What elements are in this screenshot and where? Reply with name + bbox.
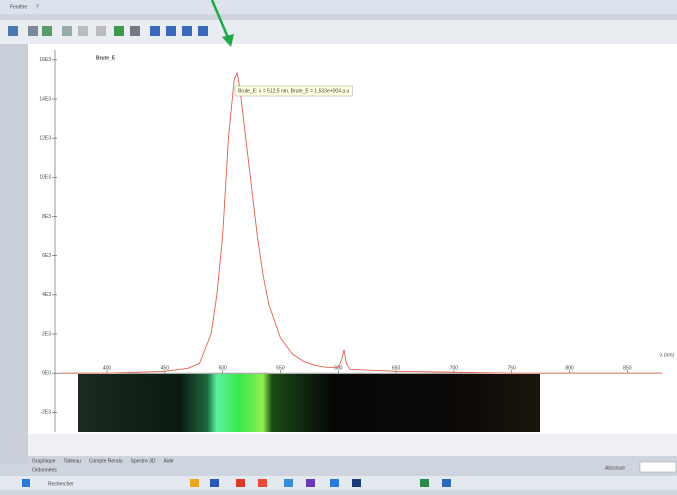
tooltip-box (234, 85, 353, 97)
y-tick-label: 14E3 (39, 96, 51, 102)
abscissa-label: Abscisse (605, 465, 625, 471)
x-tick-label: 450 (161, 366, 170, 372)
tab-bar: Graphique Tableau Compte Rendu Spectre 3D Ai… (32, 458, 174, 464)
x-tick-label: 650 (392, 366, 401, 372)
taskbar-icons[interactable] (190, 479, 451, 487)
chart: 16E3 14E3 12E3 10E3 8E3 6E3 4E3 2E3 0E0 -2E3 400 45… (39, 50, 675, 432)
y-tick-label: 2E3 (42, 331, 51, 337)
tab[interactable]: Aide (164, 458, 174, 464)
tab[interactable]: Spectre 3D (131, 458, 156, 464)
y-tick-label: 0E0 (42, 371, 51, 377)
toolbar-icons[interactable] (8, 26, 208, 36)
x-tick-label: 400 (103, 366, 112, 372)
x-axis-label: λ (nm) (660, 353, 675, 359)
tab[interactable]: Tableau (63, 458, 81, 464)
x-tick-label: 850 (623, 366, 632, 372)
y-tick-label: 16E3 (39, 57, 51, 63)
y-tick-label: 4E3 (42, 292, 51, 298)
x-tick-label: 750 (508, 366, 517, 372)
status-area (28, 434, 677, 456)
start-button[interactable] (22, 479, 30, 487)
toolbar (0, 20, 677, 44)
y-tick-label: 8E3 (42, 214, 51, 220)
annotation-arrow (210, 0, 234, 47)
menu-item[interactable]: Fenêtre (10, 4, 27, 10)
side-panel (0, 44, 28, 464)
tab[interactable]: Graphique (32, 458, 56, 464)
tab[interactable]: Compte Rendu (89, 458, 123, 464)
x-tick-label: 500 (218, 366, 227, 372)
search-box[interactable]: Rechercher (48, 481, 74, 487)
menu-bar (0, 0, 677, 14)
y-tick-label: -2E3 (40, 410, 51, 416)
y-tick-label: 12E3 (39, 135, 51, 141)
y-tick-label: 10E3 (39, 175, 51, 181)
legend-entry: Brute_E (96, 55, 116, 61)
x-tick-label: 600 (334, 366, 343, 372)
abscissa-input[interactable] (639, 461, 677, 473)
menu-item[interactable]: ? (36, 4, 39, 10)
spectrum-line (60, 71, 662, 374)
x-tick-label: 550 (276, 366, 285, 372)
spectrum-strip (78, 374, 540, 432)
y-tick-label: 6E3 (42, 253, 51, 259)
tooltip: Brute_E: λ = 512,5 nm, Brute_E = 1,533e+… (238, 88, 350, 94)
x-tick-label: 800 (565, 366, 574, 372)
x-tick-label: 700 (450, 366, 459, 372)
status-label: Ordonnées (32, 467, 57, 473)
